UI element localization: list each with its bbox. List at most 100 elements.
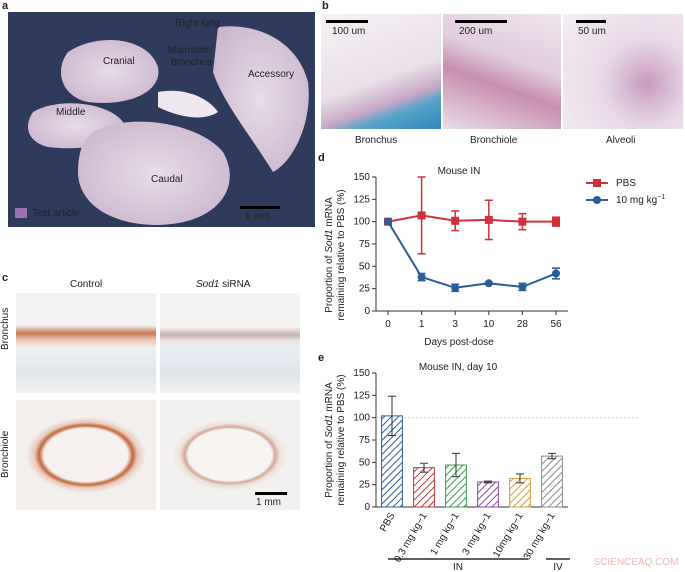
panel-c-scale-bar — [255, 492, 287, 495]
d-series-line — [387, 214, 556, 223]
sirna-text: siRNA — [219, 279, 251, 290]
sirna-bronchus-image — [160, 293, 300, 393]
e-y-tick-label: 75 — [359, 435, 371, 446]
legend-dose-marker — [593, 196, 601, 204]
legend-dose-text: 10 mg kg — [616, 195, 657, 206]
legend-text: Test article — [32, 208, 80, 219]
row-bronchiole: Bronchiole — [0, 430, 11, 478]
bronchiole-image — [443, 14, 561, 129]
e-bar — [477, 481, 499, 508]
d-point-square — [518, 217, 527, 226]
e-ylabel-1b: Sod1 — [324, 414, 335, 437]
chart-d-title: Mouse IN — [438, 166, 481, 177]
chart-d-ylabel-2: remaining relative to PBS (%) — [336, 189, 347, 320]
d-y-tick-label: 125 — [353, 194, 370, 205]
e-x-tick-label: 0.3 mg kg−1 — [392, 511, 429, 565]
label-mainstem: Mainstem — [168, 45, 212, 56]
d-ylabel-1c: mRNA — [324, 197, 335, 230]
panel-c-letter: c — [2, 272, 9, 284]
e-y-tick-label: 0 — [364, 502, 370, 513]
alveoli-scale-bar — [576, 20, 606, 23]
d-y-tick-label: 0 — [364, 306, 370, 317]
d-point-square — [484, 215, 493, 224]
e-ylabel-1a: Proportion of — [324, 438, 335, 498]
label-middle: Middle — [56, 107, 86, 118]
legend-pbs: PBS — [616, 178, 636, 189]
caption-alveoli: Alveoli — [606, 135, 636, 146]
e-y-tick-label: 150 — [353, 368, 370, 379]
group-iv-label: IV — [553, 562, 563, 572]
chart-d-ylabel-1: Proportion of Sod1 mRNA — [324, 197, 335, 313]
d-point-circle — [552, 269, 560, 278]
bronchiole-scale-label: 200 um — [459, 26, 493, 37]
e-y-tick-label: 125 — [353, 390, 370, 401]
e-bar — [413, 467, 435, 508]
e-y-tick-label: 25 — [359, 480, 371, 491]
chart-d-xlabel: Days post-dose — [424, 337, 494, 348]
d-point-circle — [484, 279, 493, 288]
row-bronchus: Bronchus — [0, 307, 11, 350]
bronchiole-scale-bar — [455, 20, 507, 23]
legend-swatch — [15, 208, 27, 218]
e-ylabel-1c: mRNA — [324, 382, 335, 415]
d-ylabel-1b: Sod1 — [324, 229, 335, 252]
chart-d: Mouse IN Proportion of Sod1 mRNA remaini… — [324, 166, 665, 348]
e-y-tick-label: 50 — [359, 457, 371, 468]
d-point-circle — [518, 282, 527, 291]
scale-bar — [240, 206, 280, 209]
panel-d-letter: d — [318, 152, 325, 164]
d-y-tick-label: 50 — [359, 261, 371, 272]
e-y-tick-label: 100 — [353, 413, 370, 424]
e-x-tick-label: 30 mg kg−1 — [522, 511, 558, 562]
legend-dose-sup: −1 — [657, 194, 665, 201]
label-accessory: Accessory — [248, 69, 295, 80]
chart-e-ylabel-1: Proportion of Sod1 mRNA — [324, 382, 335, 498]
column-control: Control — [70, 279, 103, 290]
column-sod1-sirna: Sod1 siRNA — [196, 279, 250, 290]
chart-d-plot: 0 25 50 75 100 125 150 0 1 3 10 28 56 — [353, 172, 568, 330]
e-x-tick-label: 3 mg kg−1 — [461, 511, 494, 558]
d-point-square — [451, 216, 460, 225]
control-bronchus-image — [16, 293, 156, 393]
panel-b-letter: b — [322, 0, 329, 12]
lung-tissue-graphic — [28, 26, 309, 225]
chart-e-title: Mouse IN, day 10 — [419, 362, 498, 373]
d-ylabel-1a: Proportion of — [324, 253, 335, 313]
d-x-tick-label: 1 — [419, 319, 425, 330]
label-cranial: Cranial — [103, 56, 135, 67]
sirna-bronchiole-image — [160, 400, 300, 510]
d-y-tick-label: 75 — [359, 239, 371, 250]
chart-e: Mouse IN, day 10 Proportion of Sod1 mRNA… — [324, 362, 679, 572]
watermark: SCIENCEAQ.COM — [593, 557, 678, 568]
e-x-tick-label: 10mg kg−1 — [491, 511, 526, 560]
d-y-tick-label: 25 — [359, 284, 371, 295]
alveoli-scale-label: 50 um — [578, 26, 606, 37]
lung-section-image: Right lung Mainstem bronchus Cranial Acc… — [8, 12, 315, 227]
d-x-tick-label: 0 — [385, 319, 391, 330]
panel-c-scale-label: 1 mm — [256, 497, 281, 508]
d-x-tick-label: 56 — [550, 319, 562, 330]
d-point-circle — [417, 273, 426, 282]
chart-e-ylabel-2: remaining relative to PBS (%) — [336, 374, 347, 505]
e-x-tick-label: PBS — [378, 511, 398, 534]
d-point-circle — [384, 217, 392, 226]
d-y-tick-label: 100 — [353, 217, 370, 228]
alveoli-image — [563, 14, 683, 129]
d-series-line — [387, 221, 557, 289]
e-x-tick-label: 1 mg kg−1 — [429, 511, 462, 558]
sod1-italic: Sod1 — [196, 279, 220, 290]
panel-e-letter: e — [318, 352, 325, 364]
caption-bronchiole: Bronchiole — [470, 135, 518, 146]
control-bronchiole-image — [16, 400, 156, 510]
group-in-label: IN — [453, 562, 463, 572]
bronchus-scale-bar — [326, 20, 368, 23]
caption-bronchus: Bronchus — [355, 135, 398, 146]
bronchus-scale-label: 100 um — [332, 26, 366, 37]
scale-label: 1 mm — [245, 211, 270, 222]
e-bar — [541, 455, 563, 508]
legend-dose: 10 mg kg−1 — [616, 194, 665, 206]
d-point-square — [552, 217, 560, 226]
d-point-circle — [451, 283, 460, 292]
label-caudal: Caudal — [151, 174, 183, 185]
